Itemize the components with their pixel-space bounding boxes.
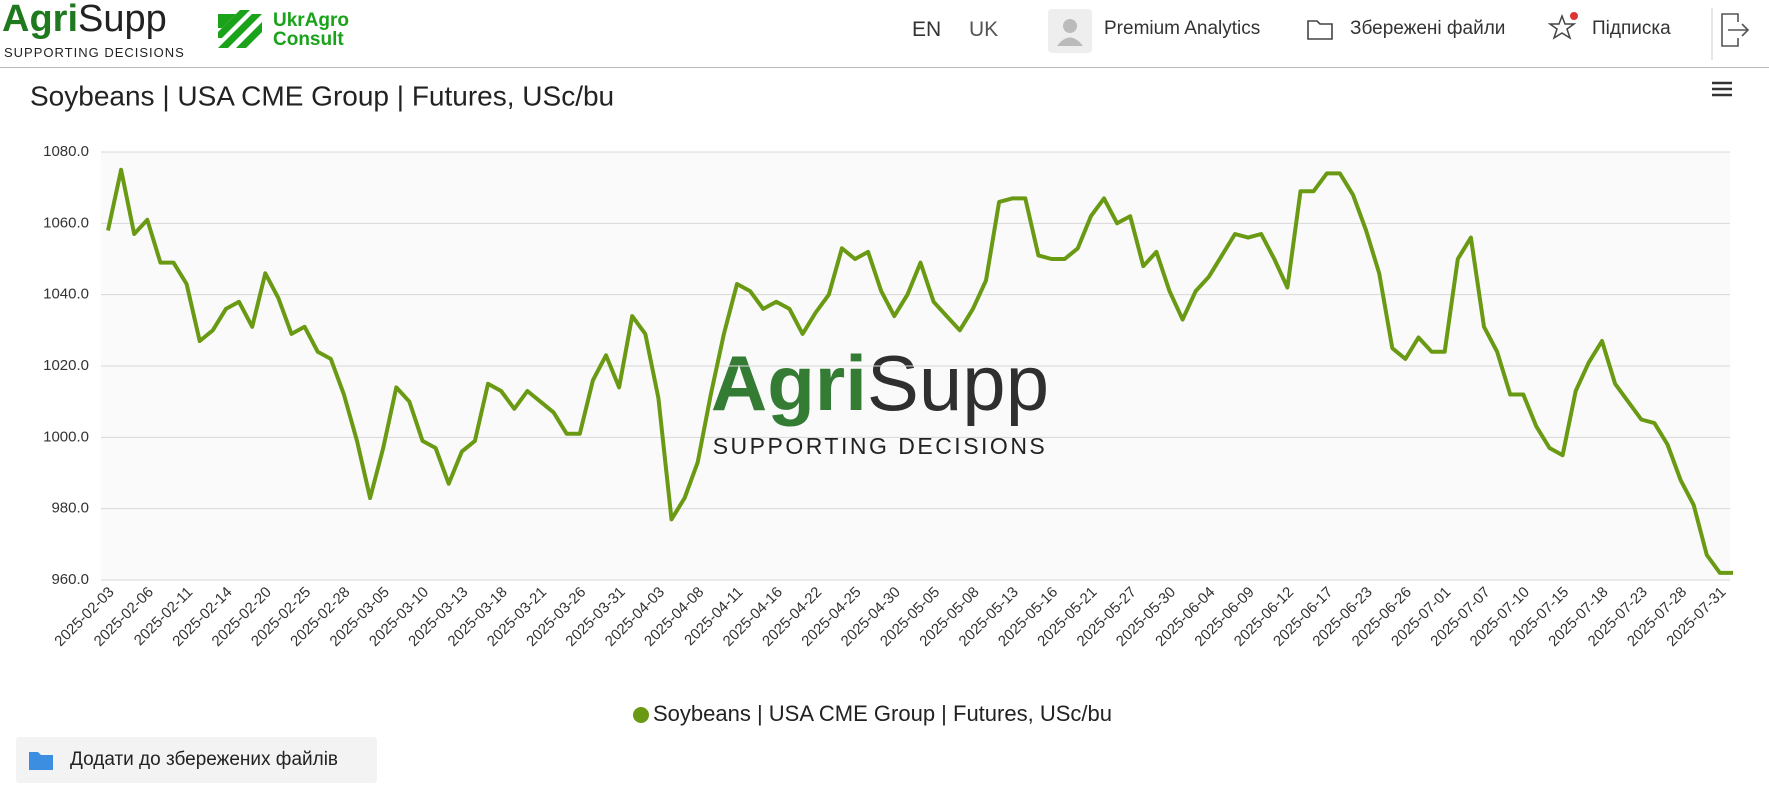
avatar[interactable]	[1048, 9, 1092, 53]
chart: Soybeans | USA CME Group | Futures, USc/…	[30, 80, 1733, 726]
lang-en[interactable]: EN	[912, 18, 942, 41]
menu-icon[interactable]	[1712, 81, 1732, 97]
partner-logo: UkrAgro	[273, 10, 349, 31]
chart-title: Soybeans | USA CME Group | Futures, USc/…	[30, 80, 614, 111]
saved-files-link[interactable]: Збережені файли	[1350, 18, 1506, 39]
logos: AgriSupp SUPPORTING DECISIONS UkrAgro Co…	[2, 0, 349, 60]
header: AgriSupp SUPPORTING DECISIONS UkrAgro Co…	[0, 0, 1769, 68]
logo-part: Agri	[2, 0, 78, 40]
logout[interactable]	[1700, 0, 1750, 68]
folder-icon	[29, 752, 53, 770]
lang-uk[interactable]: UK	[969, 18, 999, 41]
legend-swatch	[633, 707, 649, 723]
watermark: AgriSupp	[711, 339, 1049, 427]
y-tick-label: 1000.0	[43, 428, 89, 445]
series-line	[106, 167, 1733, 575]
y-tick-label: 960.0	[51, 571, 89, 588]
legend-label: Soybeans | USA CME Group | Futures, USc/…	[653, 701, 1112, 726]
y-tick-label: 980.0	[51, 500, 89, 517]
star-icon	[1548, 12, 1578, 40]
subscription-link[interactable]: Підписка	[1592, 18, 1671, 39]
y-tick-label: 1060.0	[43, 214, 89, 231]
save-button-label: Додати до збережених файлів	[70, 749, 339, 770]
partner-icon	[218, 10, 262, 48]
logo: AgriSupp	[2, 0, 167, 40]
folder-icon	[1307, 20, 1333, 40]
logo-tagline: SUPPORTING DECISIONS	[4, 45, 185, 60]
logo-part: Supp	[78, 0, 167, 40]
watermark-part: Agri	[711, 339, 867, 427]
premium-link[interactable]: Premium Analytics	[1104, 18, 1261, 39]
partner-logo: Consult	[273, 29, 344, 50]
y-tick-label: 1040.0	[43, 286, 89, 303]
y-tick-label: 1080.0	[43, 143, 89, 160]
y-tick-label: 1020.0	[43, 357, 89, 374]
watermark-part: Supp	[867, 339, 1049, 427]
legend-item[interactable]: Soybeans | USA CME Group | Futures, USc/…	[633, 701, 1112, 726]
save-button[interactable]: Додати до збережених файлів	[16, 737, 377, 783]
